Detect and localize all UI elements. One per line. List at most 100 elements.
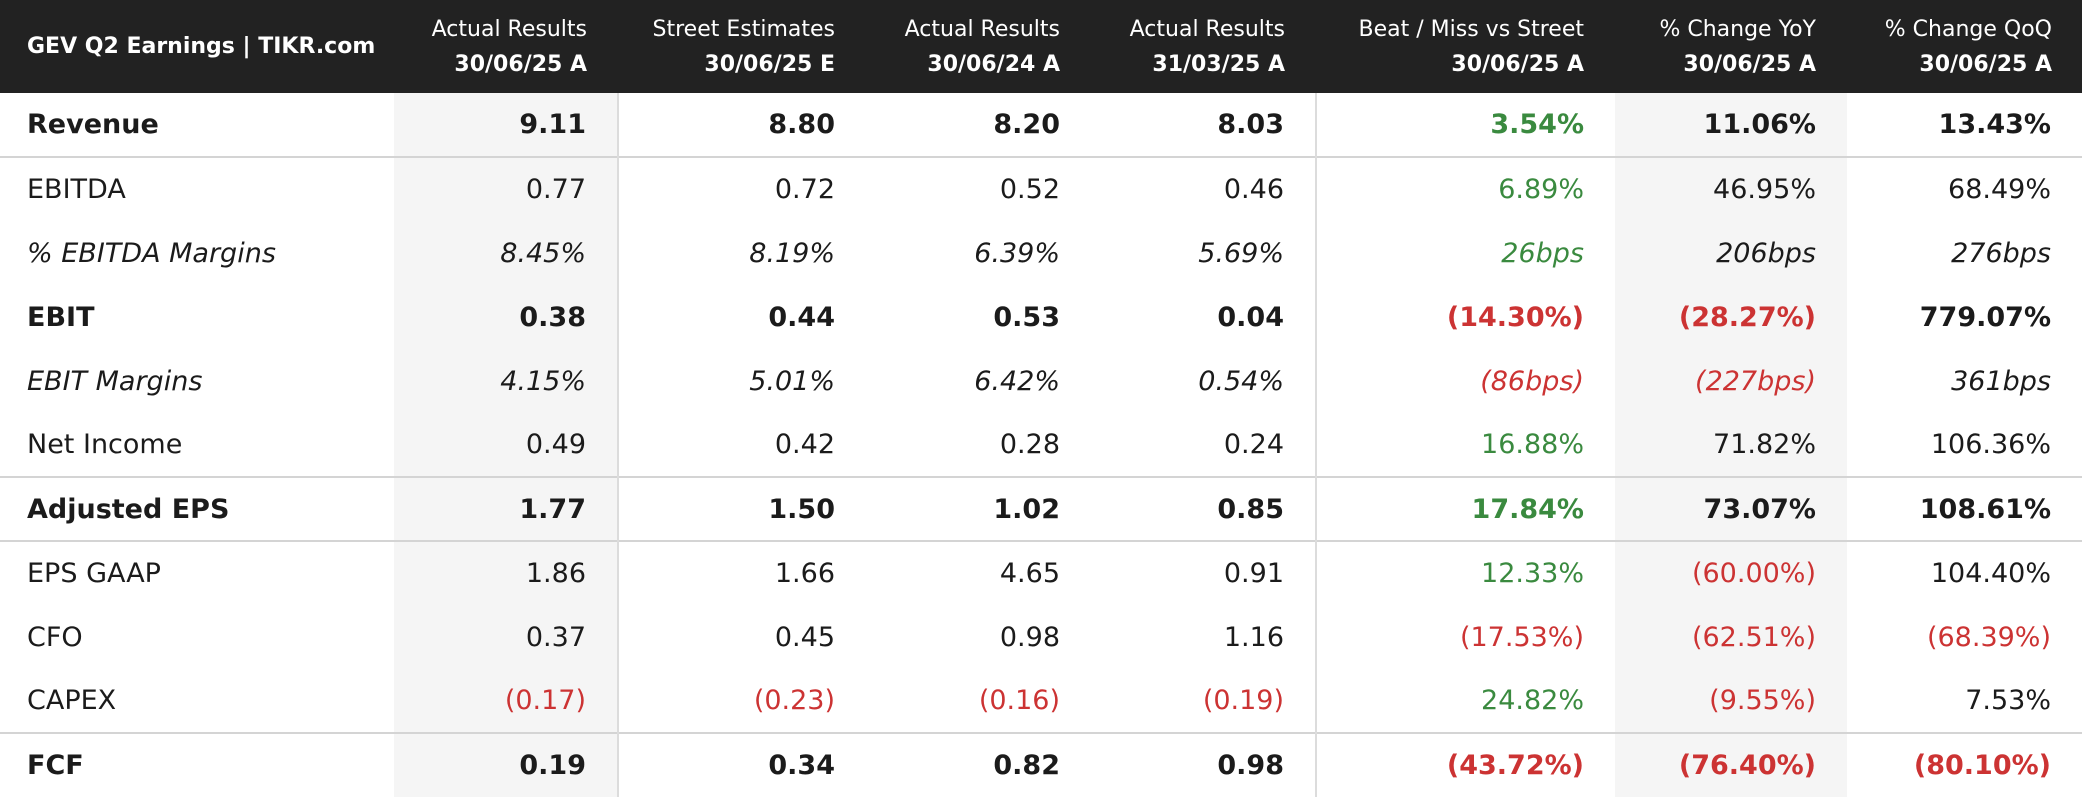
row-label: EBIT Margins (27, 365, 203, 397)
table-row: EBITDA 0.77 0.72 0.52 0.46 6.89% 46.95% 68.49% (0, 156, 2082, 221)
column-header: Beat / Miss vs Street 30/06/25 A (1316, 0, 1615, 93)
column-header-label: Actual Results (904, 16, 1060, 42)
table-cell: 361bps (1951, 365, 2051, 397)
table-cell: 108.61% (1847, 476, 2082, 541)
table-cell: 0.98 (999, 621, 1060, 653)
table-cell: 276bps (1951, 237, 2051, 269)
table-cell: 9.11 (394, 93, 618, 157)
table-cell: 0.04 (1217, 301, 1284, 333)
row-label: EBITDA (0, 156, 394, 221)
table-cell: (76.40%) (1615, 732, 1847, 797)
column-header-date: 31/03/25 A (1152, 51, 1285, 77)
table-cell: 68.49% (1847, 156, 2082, 221)
table-cell: 5.01% (617, 349, 866, 413)
row-label: CAPEX (27, 685, 117, 716)
table-cell: (14.30%) (1315, 285, 1615, 349)
column-header-label: Actual Results (1129, 16, 1285, 42)
table-cell: 46.95% (1615, 156, 1847, 221)
table-cell: 0.28 (999, 429, 1060, 460)
table-cell: 12.33% (1315, 540, 1615, 605)
table-cell: 1.66 (617, 540, 866, 605)
table-cell: (0.17) (394, 669, 618, 733)
table-cell: (80.10%) (1847, 732, 2082, 797)
column-header: % Change YoY 30/06/25 A (1615, 0, 1847, 93)
table-cell: 6.89% (1315, 156, 1615, 221)
table-row: EBIT 0.38 0.44 0.53 0.04 (14.30%) (28.27%) 779.… (0, 285, 2082, 349)
column-header-date: 30/06/25 A (454, 51, 587, 77)
table-cell: 24.82% (1315, 669, 1615, 733)
table-cell: 8.45% (394, 221, 618, 285)
column-header-label: % Change QoQ (1884, 16, 2052, 42)
table-row: Revenue 9.11 8.80 8.20 8.03 3.54% 11.06% 13.43% (0, 93, 2082, 157)
table-cell: 16.88% (1315, 413, 1615, 477)
table-cell: 0.24 (1223, 429, 1284, 460)
table-cell: 5.69% (1198, 237, 1284, 269)
table-cell: (60.00%) (1615, 540, 1847, 605)
table-body: Revenue 9.11 8.80 8.20 8.03 3.54% 11.06% 13.43%… (0, 93, 2082, 797)
table-cell: (28.27%) (1615, 285, 1847, 349)
table-cell: 0.34 (617, 732, 866, 797)
row-label: Net Income (27, 429, 183, 460)
column-header: Actual Results 30/06/25 A (394, 0, 618, 93)
table-cell: 0.19 (394, 732, 618, 797)
column-header: % Change QoQ 30/06/25 A (1847, 0, 2082, 93)
column-header-date: 30/06/24 A (927, 51, 1060, 77)
table-cell: 0.52 (866, 156, 1091, 221)
table-cell: 779.07% (1919, 301, 2051, 333)
table-cell: (0.23) (617, 669, 866, 733)
table-cell: (86bps) (1315, 349, 1615, 413)
table-cell: 7.53% (1965, 685, 2051, 716)
row-label: EBIT (27, 301, 95, 333)
table-cell: 26bps (1315, 221, 1615, 285)
table-cell: (68.39%) (1926, 621, 2051, 653)
table-row: Adjusted EPS 1.77 1.50 1.02 0.85 17.84% 73.07%… (0, 476, 2082, 541)
column-header-date: 30/06/25 A (1451, 51, 1584, 77)
table-title: GEV Q2 Earnings | TIKR.com (27, 34, 376, 59)
column-header: Actual Results 30/06/24 A (866, 0, 1091, 93)
table-row: EPS GAAP 1.86 1.66 4.65 0.91 12.33% (60.00%) 10… (0, 540, 2082, 605)
table-row: CFO 0.37 0.45 0.98 1.16 (17.53%) (62.51%) (68.3… (0, 605, 2082, 669)
column-header-date: 30/06/25 A (1683, 51, 1816, 77)
table-cell: (17.53%) (1315, 605, 1615, 669)
table-cell: 3.54% (1315, 93, 1615, 157)
table-cell: 11.06% (1615, 93, 1847, 157)
column-header-label: Beat / Miss vs Street (1358, 16, 1584, 42)
table-cell: 4.65 (866, 540, 1091, 605)
table-cell: 0.72 (617, 156, 866, 221)
column-header-date: 30/06/25 A (1919, 51, 2052, 77)
table-cell: 0.82 (866, 732, 1091, 797)
table-cell: 0.53 (993, 301, 1060, 333)
table-cell: (0.19) (1202, 685, 1284, 716)
table-cell: 0.38 (394, 285, 618, 349)
table-header: GEV Q2 Earnings | TIKR.com Actual Result… (0, 0, 2082, 93)
table-cell: 0.91 (1091, 540, 1316, 605)
row-label: Adjusted EPS (0, 476, 394, 541)
table-cell: 206bps (1615, 221, 1847, 285)
column-header-date: 30/06/25 E (704, 51, 835, 77)
header-row: GEV Q2 Earnings | TIKR.com Actual Result… (0, 0, 2082, 93)
table-row: % EBITDA Margins 8.45% 8.19% 6.39% 5.69% 26bp… (0, 221, 2082, 285)
table-cell: 1.50 (617, 476, 866, 541)
table-cell: 0.49 (394, 413, 618, 477)
table-cell: 4.15% (394, 349, 618, 413)
row-label: % EBITDA Margins (27, 237, 276, 269)
table-cell: 1.02 (866, 476, 1091, 541)
table-cell: 13.43% (1938, 109, 2051, 140)
table-row: CAPEX (0.17) (0.23) (0.16) (0.19) 24.82% (9.55… (0, 669, 2082, 733)
table-cell: 0.54% (1198, 365, 1284, 397)
column-header: Actual Results 31/03/25 A (1091, 0, 1316, 93)
table-cell: 0.45 (617, 605, 866, 669)
table-cell: 104.40% (1847, 540, 2082, 605)
row-label: Revenue (27, 109, 159, 140)
table-cell: 6.42% (974, 365, 1060, 397)
table-cell: 1.77 (394, 476, 618, 541)
table-cell: 17.84% (1315, 476, 1615, 541)
column-header-label: Actual Results (431, 16, 587, 42)
table-cell: 1.16 (1223, 621, 1284, 653)
table-row: FCF 0.19 0.34 0.82 0.98 (43.72%) (76.40%) (80.1… (0, 732, 2082, 797)
table-cell: (9.55%) (1615, 669, 1847, 733)
table-cell: 0.98 (1091, 732, 1316, 797)
row-label: CFO (27, 621, 83, 653)
table-cell: 6.39% (974, 237, 1060, 269)
column-header-label: Street Estimates (652, 16, 835, 42)
